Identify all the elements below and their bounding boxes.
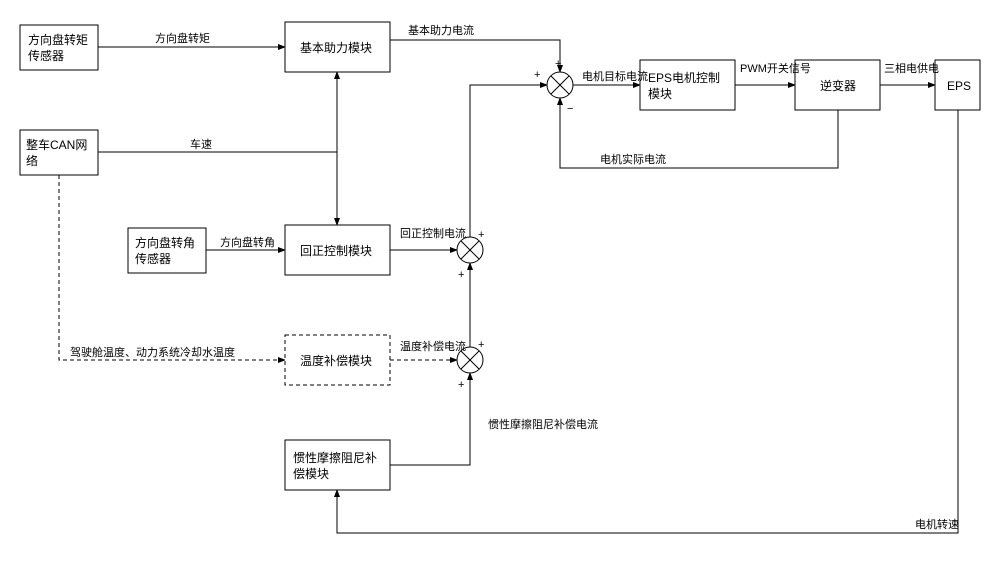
label-3phase: 三相电供电 — [884, 61, 939, 75]
node-return-ctrl: 回正控制模块 — [285, 225, 390, 275]
node-can-line1: 整车CAN网 — [26, 137, 87, 152]
sum3-sign-top: + — [478, 339, 484, 351]
edge-basic-to-sum1 — [390, 40, 560, 72]
sum2-sign-top: + — [478, 229, 484, 241]
node-motor-ctrl: EPS电机控制 模块 — [640, 60, 735, 110]
node-temp-comp-text: 温度补偿模块 — [300, 353, 372, 368]
node-basic-assist-text: 基本助力模块 — [300, 41, 372, 55]
label-temp-i: 温度补偿电流 — [400, 339, 466, 353]
node-torque-sensor-line2: 传感器 — [28, 48, 64, 63]
node-temp-comp: 温度补偿模块 — [285, 335, 390, 385]
node-damp-comp: 惯性摩擦阻尼补 偿模块 — [285, 440, 390, 490]
node-can-network: 整车CAN网 络 — [20, 130, 98, 175]
node-damp-comp-line1: 惯性摩擦阻尼补 — [293, 450, 377, 465]
sum3-sign-bot: + — [458, 379, 464, 391]
edge-sum2-to-sum1 — [470, 85, 547, 237]
edge-eps-rpm-feedback — [337, 110, 958, 533]
sum2-sign-bot: + — [458, 269, 464, 281]
label-angle: 方向盘转角 — [220, 235, 275, 249]
node-motor-ctrl-line1: EPS电机控制 — [648, 71, 720, 85]
label-torque: 方向盘转矩 — [155, 31, 210, 45]
sum-junction-1: + + − — [534, 58, 573, 115]
node-torque-sensor-line1: 方向盘转矩 — [28, 32, 88, 47]
node-return-ctrl-text: 回正控制模块 — [300, 244, 372, 258]
node-angle-line1: 方向盘转角 — [135, 235, 195, 250]
node-motor-ctrl-line2: 模块 — [648, 87, 672, 101]
sum1-sign-top: + — [555, 58, 561, 70]
node-angle-sensor: 方向盘转角 传感器 — [128, 228, 206, 273]
sum1-sign-left: + — [534, 69, 540, 81]
label-damp-i: 惯性摩擦阻尼补偿电流 — [488, 417, 598, 431]
node-torque-sensor: 方向盘转矩 传感器 — [20, 25, 98, 70]
label-cabin-temp: 驾驶舱温度、动力系统冷却水温度 — [70, 345, 235, 359]
node-damp-comp-line2: 偿模块 — [293, 466, 329, 481]
label-actual-i: 电机实际电流 — [600, 152, 666, 166]
label-pwm: PWM开关信号 — [740, 61, 811, 75]
label-basic-i: 基本助力电流 — [408, 23, 474, 37]
node-basic-assist: 基本助力模块 — [285, 22, 390, 72]
label-speed: 车速 — [190, 137, 212, 151]
label-return-i: 回正控制电流 — [400, 226, 466, 240]
label-motor-rpm: 电机转速 — [915, 517, 959, 531]
node-angle-line2: 传感器 — [135, 251, 171, 266]
node-eps: EPS — [935, 60, 980, 110]
block-diagram: + + − + + + + 方向盘转矩 传感器 整车CAN网 络 方向盘转角 传… — [0, 0, 1000, 582]
node-eps-text: EPS — [947, 79, 971, 93]
node-can-line2: 络 — [26, 153, 38, 168]
sum1-sign-bot: − — [567, 103, 573, 115]
label-target-i: 电机目标电流 — [582, 69, 648, 83]
node-inverter-text: 逆变器 — [820, 78, 856, 93]
